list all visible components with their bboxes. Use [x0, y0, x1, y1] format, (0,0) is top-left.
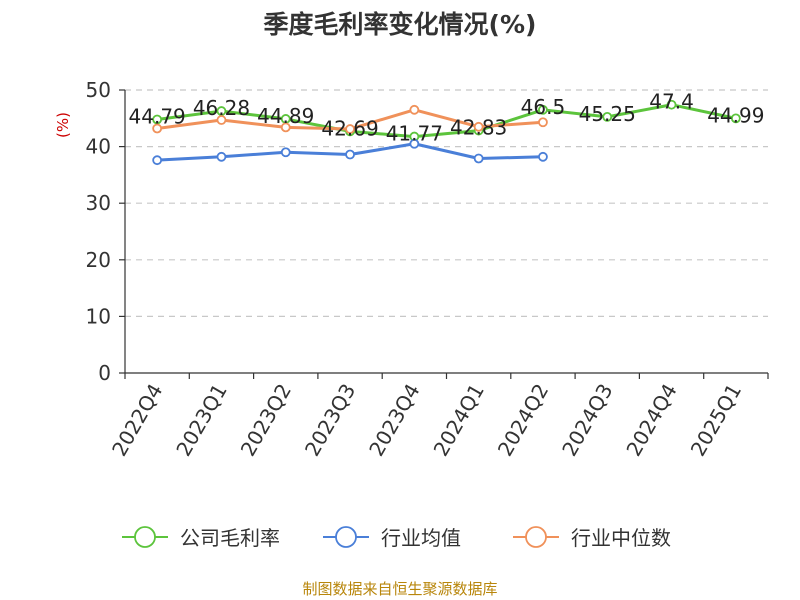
data-point-2-2024Q2 [538, 117, 548, 128]
data-point-1-2023Q3 [345, 149, 355, 160]
data-point-0-2024Q4 [666, 99, 677, 110]
y-tick-label-50: 50 [86, 78, 111, 102]
legend-label-0: 公司毛利率 [180, 526, 280, 550]
x-tick-label-2024Q3: 2024Q3 [557, 380, 617, 461]
data-point-0-2022Q4 [152, 114, 163, 125]
data-label-2023Q4: 41.77 [386, 122, 443, 146]
legend-marker-2 [525, 526, 547, 548]
data-label-2023Q1: 46.28 [193, 96, 250, 120]
data-point-2-2023Q3 [345, 124, 355, 134]
x-tick-label-2024Q4: 2024Q4 [621, 380, 681, 461]
data-point-2-2022Q4 [152, 123, 163, 134]
data-point-0-2024Q3 [602, 111, 613, 122]
legend-item-0: 公司毛利率 [122, 526, 280, 550]
series-2 [152, 104, 548, 134]
y-tick-label-20: 20 [86, 248, 111, 272]
data-labels-layer: 44.79 46.28 44.89 42.69 41.77 42.83 46.5 45.25 4… [129, 90, 765, 146]
x-tick-label-2025Q1: 2025Q1 [686, 380, 746, 461]
series-1 [152, 138, 548, 166]
x-tick-label-2022Q4: 2022Q4 [107, 380, 167, 461]
legend-item-2: 行业中位数 [513, 526, 671, 550]
data-point-2-2023Q2 [280, 122, 291, 133]
legend-label-2: 行业中位数 [571, 526, 671, 550]
legend-marker-1 [335, 526, 357, 548]
y-axis-unit-label: (%) [54, 112, 72, 138]
legend-label-1: 行业均值 [381, 526, 461, 550]
chart-title: 季度毛利率变化情况(%) [264, 10, 537, 39]
data-point-1-2023Q4 [409, 138, 420, 149]
y-tick-label-0: 0 [98, 361, 111, 385]
data-label-2023Q2: 44.89 [257, 104, 314, 128]
data-point-2-2023Q1 [216, 115, 227, 125]
x-tick-label-2023Q1: 2023Q1 [171, 380, 231, 461]
x-tick-label-2023Q4: 2023Q4 [364, 380, 424, 461]
data-label-2024Q3: 45.25 [579, 102, 636, 126]
source-note: 制图数据来自恒生聚源数据库 [302, 580, 497, 598]
data-point-0-2025Q1 [730, 113, 741, 124]
data-point-1-2023Q2 [280, 147, 291, 158]
grid-lines [125, 89, 768, 317]
data-point-0-2024Q2 [538, 104, 548, 115]
data-point-1-2022Q4 [152, 155, 163, 166]
y-tick-label-30: 30 [86, 191, 111, 215]
legend-item-1: 行业均值 [323, 526, 461, 550]
data-point-0-2023Q1 [216, 106, 227, 116]
data-label-2022Q4: 44.79 [129, 104, 186, 128]
data-label-2025Q1: 44.99 [707, 103, 764, 127]
legend: 公司毛利率 行业均值 行业中位数 [122, 526, 671, 550]
data-point-1-2024Q2 [538, 151, 548, 162]
data-point-2-2024Q1 [473, 121, 484, 132]
data-label-2024Q2: 46.5 [521, 95, 566, 119]
x-tick-label-2023Q3: 2023Q3 [300, 380, 360, 461]
series-layer [152, 99, 741, 166]
data-label-2024Q4: 47.4 [649, 90, 694, 114]
x-tick-label-2023Q2: 2023Q2 [236, 380, 296, 461]
data-point-1-2023Q1 [216, 151, 227, 162]
series-line-0 [156, 103, 737, 139]
data-label-2023Q3: 42.69 [321, 116, 378, 140]
data-label-2024Q1: 42.83 [450, 116, 507, 140]
y-tick-label-40: 40 [86, 135, 111, 159]
data-point-1-2024Q1 [473, 153, 484, 164]
legend-marker-0 [134, 526, 156, 548]
y-tick-label-10: 10 [86, 304, 111, 328]
data-point-2-2023Q4 [409, 104, 420, 115]
x-tick-label-2024Q1: 2024Q1 [429, 380, 489, 461]
x-tick-label-2024Q2: 2024Q2 [493, 380, 553, 461]
